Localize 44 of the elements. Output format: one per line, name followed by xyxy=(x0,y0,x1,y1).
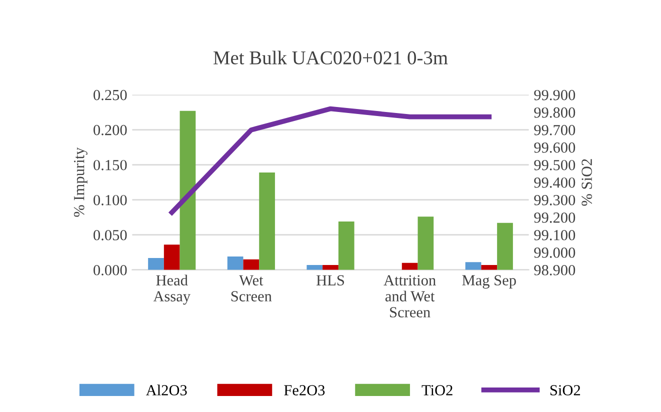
bar xyxy=(322,264,338,270)
y2-tick-label: 99.800 xyxy=(534,107,576,118)
y2-tick-label: 99.900 xyxy=(534,90,576,100)
bar xyxy=(306,264,323,270)
bar xyxy=(402,262,418,270)
x-tick-label: Wet Screen xyxy=(231,275,272,302)
legend-label: TiO2 xyxy=(422,385,452,396)
bar xyxy=(243,259,260,270)
bar xyxy=(497,222,513,270)
y2-tick-label: 99.100 xyxy=(534,230,576,240)
bar xyxy=(148,258,164,270)
x-tick-label: Attrition and Wet Screen xyxy=(384,275,436,318)
y-axis-title: % Impurity xyxy=(74,147,88,217)
bar xyxy=(418,216,434,270)
y2-axis-title: % SiO2 xyxy=(582,159,592,206)
y-tick-label: 0.200 xyxy=(94,124,127,136)
bar xyxy=(338,222,354,270)
bar xyxy=(227,256,244,270)
bar xyxy=(481,264,498,270)
y-tick-label: 0.050 xyxy=(94,230,127,240)
bar xyxy=(465,262,482,270)
y2-tick-label: 99.500 xyxy=(534,160,576,170)
y2-tick-label: 99.300 xyxy=(534,194,576,206)
line-series xyxy=(169,106,492,215)
y2-tick-label: 98.900 xyxy=(534,265,576,276)
y2-tick-label: 99.400 xyxy=(534,177,576,188)
legend-label: Fe2O3 xyxy=(284,385,325,396)
legend-label: Al2O3 xyxy=(146,384,187,396)
y-tick-label: 0.150 xyxy=(94,160,127,170)
bar xyxy=(180,110,196,270)
y2-tick-label: 99.200 xyxy=(534,212,576,223)
y2-tick-label: 99.700 xyxy=(534,124,576,136)
bar xyxy=(164,244,180,270)
x-tick-label: Head Assay xyxy=(153,274,190,305)
y-tick-label: 0.250 xyxy=(94,90,127,100)
x-tick-label: HLS xyxy=(316,275,344,286)
y-tick-label: 0.100 xyxy=(94,194,127,206)
legend-label: SiO2 xyxy=(550,385,580,396)
y2-tick-label: 99.600 xyxy=(534,142,576,153)
y2-tick-label: 99.000 xyxy=(534,247,576,258)
y-tick-label: 0.000 xyxy=(94,265,127,276)
bar xyxy=(259,172,275,270)
chart-title: Met Bulk UAC020+021 0-3m xyxy=(214,50,448,64)
x-tick-label: Mag Sep xyxy=(462,275,516,289)
